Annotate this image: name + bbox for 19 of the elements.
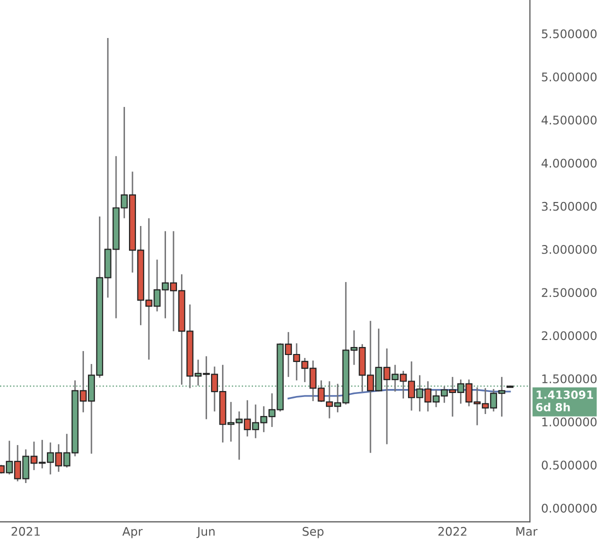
y-tick-label: 0.000000 xyxy=(542,504,597,513)
y-tick-label: 0.500000 xyxy=(542,460,597,470)
y-tick-label: 1.500000 xyxy=(542,374,597,384)
x-tick-label: 2022 xyxy=(438,526,466,536)
x-tick-label: 2021 xyxy=(12,526,40,536)
y-tick-label: 4.500000 xyxy=(542,116,597,125)
y-tick-label: 2.000000 xyxy=(542,331,597,340)
y-tick-label: 5.500000 xyxy=(542,29,597,38)
y-tick-label: 4.000000 xyxy=(542,158,597,168)
ref-line-label: 1.413091 6d 8h xyxy=(536,390,594,412)
y-tick-label: 2.500000 xyxy=(542,288,597,298)
y-tick-label: 5.000000 xyxy=(542,72,597,82)
x-tick-label: Apr xyxy=(122,527,143,538)
x-tick-label: Jun xyxy=(196,527,215,538)
y-tick-label: 3.500000 xyxy=(542,202,597,211)
y-tick-label: 3.000000 xyxy=(542,245,597,254)
x-tick-label: Sep xyxy=(302,526,324,538)
x-tick-label: Mar xyxy=(516,527,538,536)
y-tick-label: 1.000000 xyxy=(542,418,597,426)
